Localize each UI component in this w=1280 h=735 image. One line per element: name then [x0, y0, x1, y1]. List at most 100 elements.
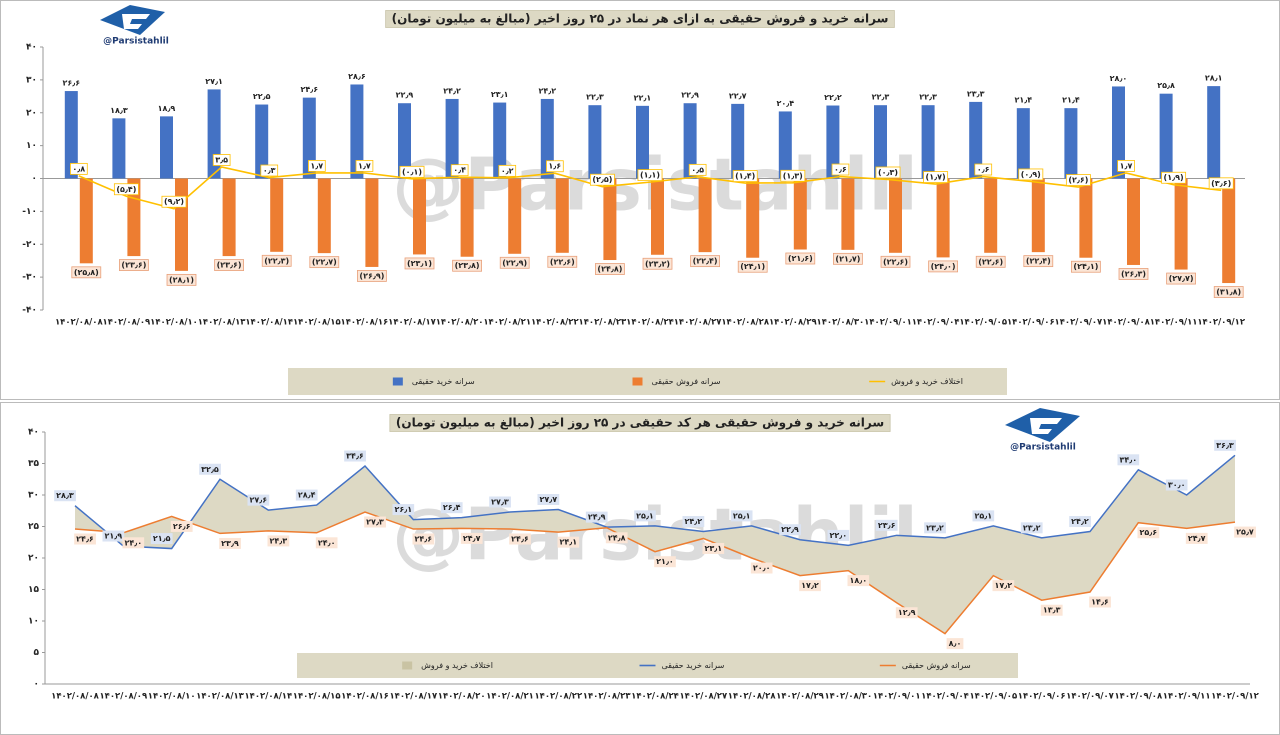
logo-text: @Parsistahlil [103, 37, 169, 47]
x-tick-label: ۱۴۰۲/۰۹/۱۱ [1150, 318, 1198, 328]
label-box [364, 516, 386, 528]
bar [826, 105, 840, 179]
value-label: ۲۵٫۸ [1157, 81, 1175, 90]
value-label: ۲۴٫۰ [318, 538, 336, 547]
label-box [637, 169, 663, 182]
x-tick-label: ۱۴۰۲/۰۸/۲۳ [579, 318, 628, 328]
bar [1174, 178, 1188, 270]
label-box [122, 537, 145, 549]
logo-shape [1005, 408, 1080, 442]
bar [222, 178, 236, 257]
label-box [295, 489, 318, 501]
x-tick-label: ۱۴۰۲/۰۸/۱۰ [150, 318, 198, 328]
label-box [404, 257, 435, 270]
value-label: ۲۴٫۲ [685, 517, 703, 526]
bar [270, 178, 284, 252]
value-label: ۲۲٫۱ [634, 93, 652, 102]
label-box [54, 490, 76, 502]
value-label: (۲۳٫۶) [217, 261, 242, 270]
value-label: ۰٫۳ [263, 166, 276, 175]
value-label: ۲۱٫۹ [105, 532, 123, 541]
value-label: (۱٫۳) [783, 171, 803, 180]
value-label: ۲۲٫۳ [586, 93, 604, 102]
y-tick-label: ۴۰ [26, 43, 37, 53]
label-box [972, 510, 995, 522]
value-label: ۲۱٫۴ [1062, 96, 1080, 105]
logo-shape [100, 5, 165, 35]
label-box [1020, 522, 1043, 534]
value-label: ۰٫۸ [72, 164, 85, 173]
x-tick-label: ۱۴۰۲/۰۹/۰۸ [1114, 692, 1163, 702]
x-tick-label: ۱۴۰۲/۰۸/۰۸ [55, 318, 104, 328]
label-box [946, 638, 964, 650]
bar [64, 91, 78, 179]
bar [588, 105, 602, 179]
value-label: (۲٫۶) [1068, 176, 1088, 185]
bar [841, 178, 855, 250]
value-label: ۲۵٫۱ [636, 511, 654, 520]
label-box [547, 255, 578, 268]
x-tick-label: ۱۴۰۲/۰۸/۰۹ [99, 692, 148, 702]
value-label: (۳٫۶) [1211, 179, 1231, 188]
label-box [831, 163, 850, 176]
value-label: ۲۱٫۴ [1014, 96, 1032, 105]
line [78, 166, 1222, 210]
bar [112, 118, 126, 179]
value-label: ۲۲٫۲ [824, 93, 842, 102]
value-label: ۰٫۵ [691, 165, 704, 174]
y-tick-label: ۴۰ [28, 428, 39, 438]
value-label: (۲۳٫۸) [455, 261, 480, 270]
label-box [799, 580, 821, 592]
x-tick-label: ۱۴۰۲/۰۸/۱۵ [293, 318, 341, 328]
value-label: ۲۵٫۱ [733, 511, 751, 520]
x-tick-label: ۱۴۰۲/۰۸/۱۰ [148, 692, 196, 702]
label-box [1166, 272, 1196, 285]
legend-box [297, 653, 1018, 678]
value-label: (۲٫۵) [592, 175, 612, 184]
bar [636, 105, 649, 179]
bar [1031, 178, 1045, 253]
value-label: ۲۷٫۱ [205, 77, 223, 86]
value-label: ۱۷٫۲ [801, 581, 819, 590]
bar [603, 178, 617, 261]
x-tick-label: ۱۴۰۲/۰۸/۲۰ [438, 692, 486, 702]
value-label: ۲۴٫۲ [443, 86, 461, 95]
x-tick-label: ۱۴۰۲/۰۸/۲۴ [631, 692, 679, 702]
value-label: (۲۱٫۷) [835, 254, 860, 263]
bar [1222, 178, 1236, 284]
y-tick-label: ۳۰ [28, 491, 39, 501]
x-tick-label: ۱۴۰۲/۰۸/۲۱ [483, 318, 531, 328]
bar [508, 178, 522, 254]
label-box [499, 256, 530, 269]
x-tick-label: ۱۴۰۲/۰۸/۲۸ [728, 692, 777, 702]
label-box [119, 259, 149, 271]
label-box [247, 494, 270, 506]
label-box [688, 163, 707, 176]
bar [969, 101, 983, 179]
value-label: ۲۴٫۲ [538, 86, 556, 95]
value-label: ۲۲٫۹ [396, 91, 414, 100]
label-box [355, 160, 374, 172]
value-label: (۰٫۹) [1021, 170, 1041, 179]
value-label: (۲۴٫۱) [1073, 262, 1098, 271]
value-label: ۱۸٫۹ [158, 104, 176, 113]
value-label: ۲۲٫۰ [830, 531, 848, 540]
value-label: ۲۳٫۶ [878, 521, 896, 530]
x-tick-label: ۱۴۰۲/۰۸/۱۶ [341, 692, 389, 702]
label-box [1213, 286, 1244, 298]
label-box [509, 533, 531, 545]
value-label: ۲۶٫۱ [395, 505, 413, 514]
value-label: (۲۵٫۸) [74, 268, 99, 277]
label-box [546, 160, 564, 173]
value-label: ۸٫۰ [949, 639, 962, 648]
label-box [732, 170, 758, 183]
value-label: (۲۶٫۳) [1121, 269, 1146, 278]
x-tick-label: ۱۴۰۲/۰۸/۰۹ [103, 318, 152, 328]
x-tick-label: ۱۴۰۲/۰۹/۰۱ [873, 692, 921, 702]
logo [100, 5, 165, 35]
value-label: (۱٫۱) [640, 171, 660, 180]
value-label: ۳٫۵ [215, 155, 228, 164]
line [74, 454, 1236, 550]
x-tick-label: ۱۴۰۲/۰۹/۰۴ [912, 318, 960, 328]
label-box [690, 255, 720, 268]
